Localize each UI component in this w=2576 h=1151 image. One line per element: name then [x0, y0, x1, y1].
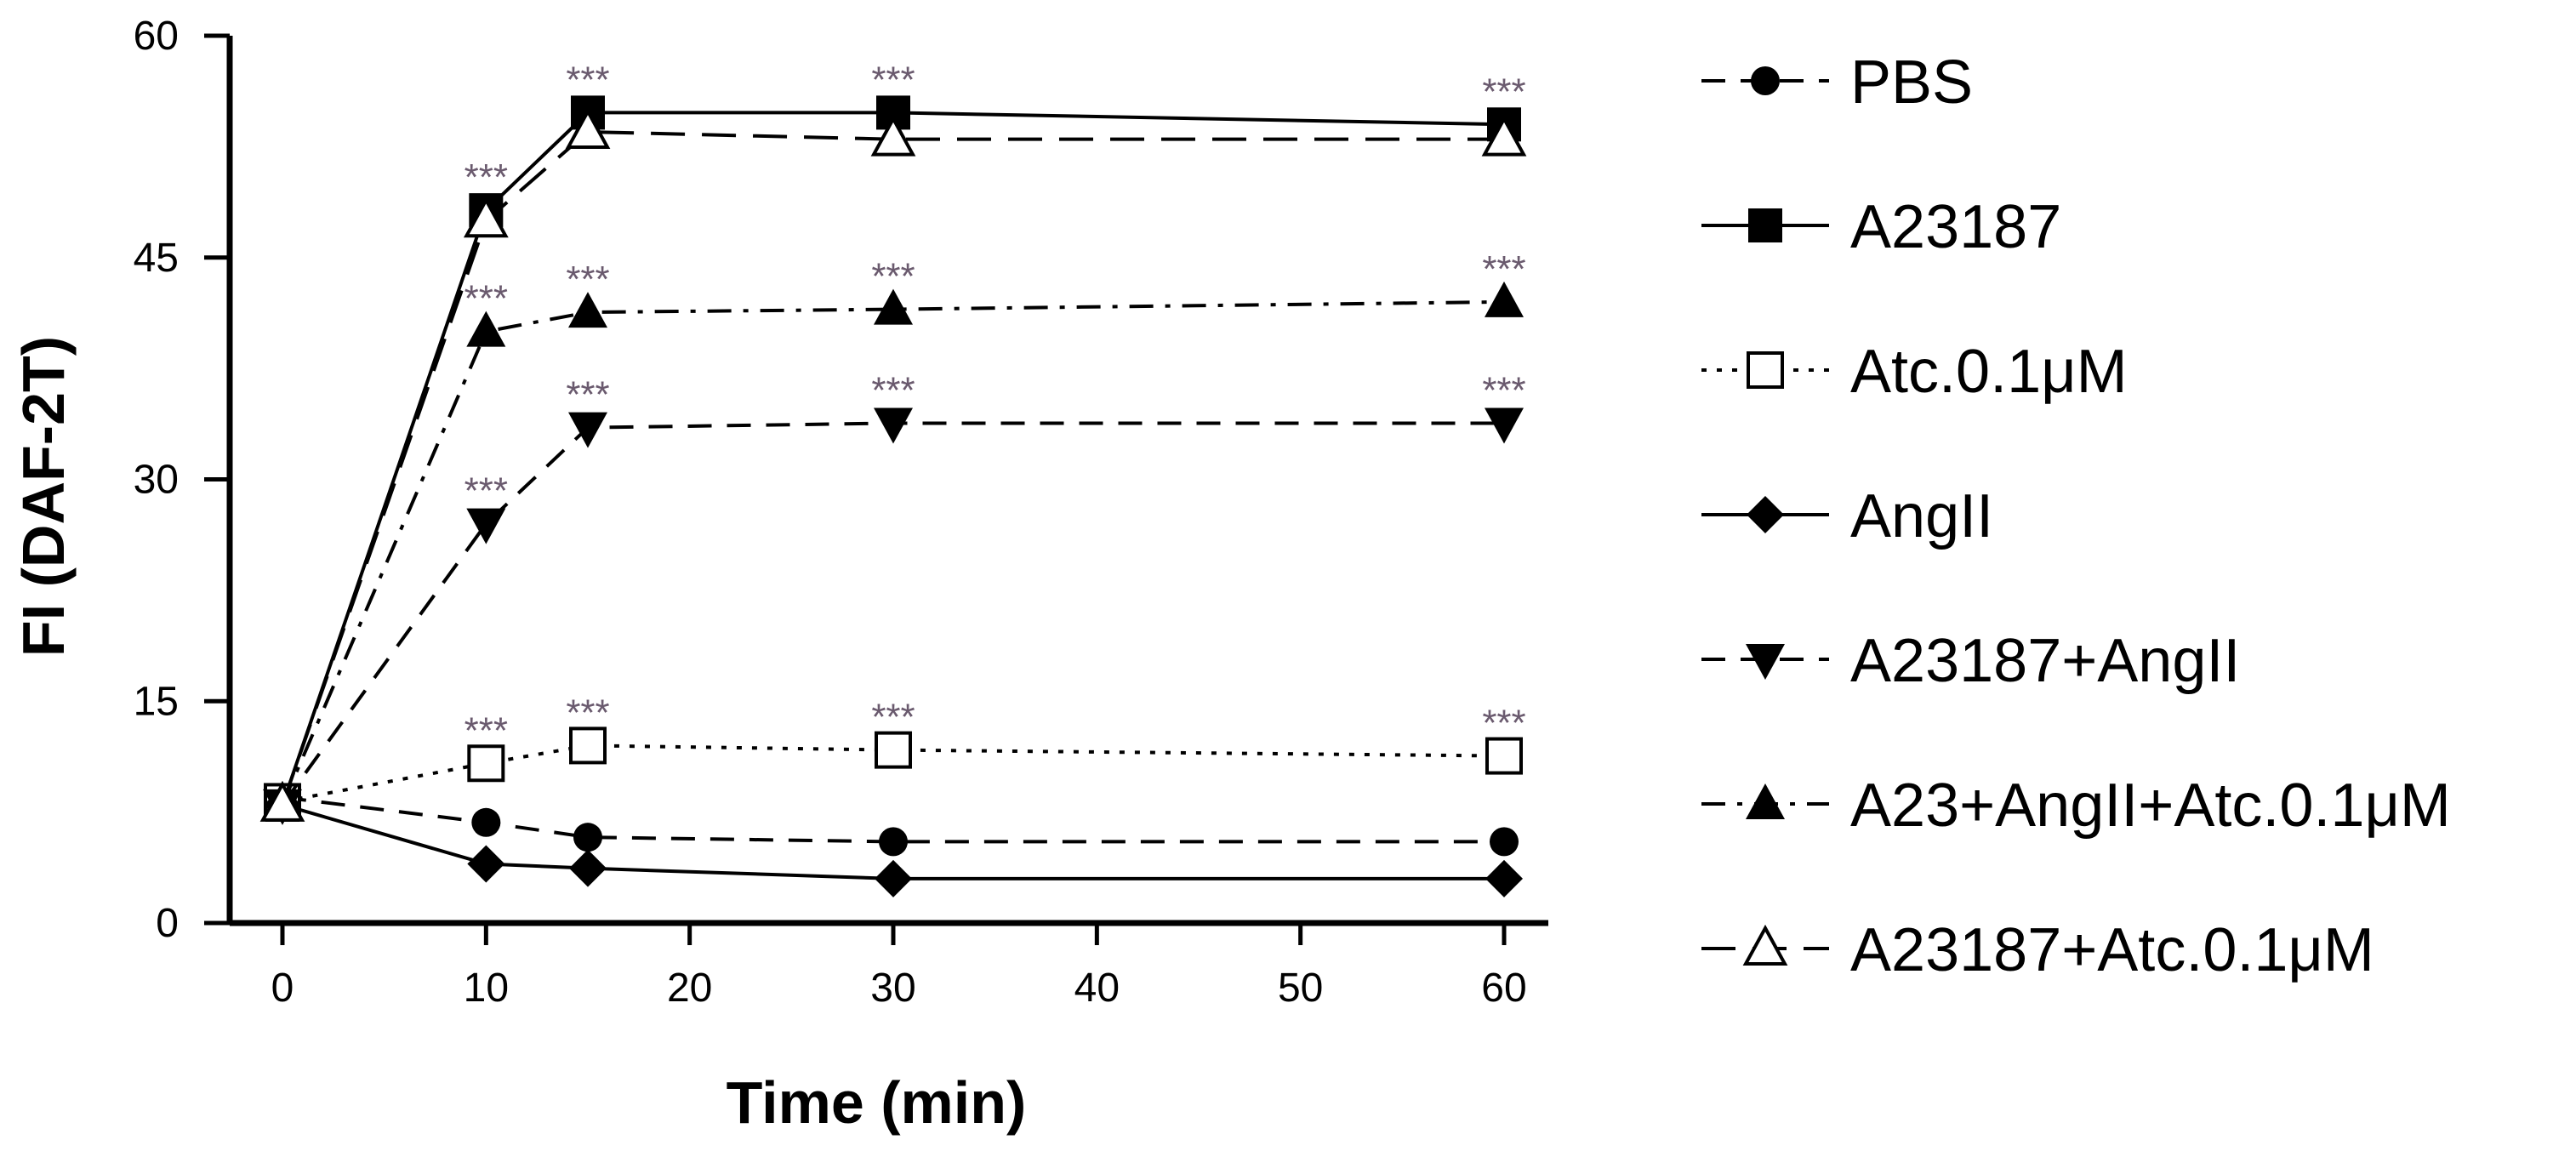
x-tick-label: 20 — [667, 966, 712, 1011]
x-tick-label: 30 — [870, 966, 915, 1011]
significance-label: *** — [871, 59, 915, 100]
y-tick-label: 15 — [134, 679, 179, 724]
x-tick-label: 10 — [464, 966, 509, 1011]
x-tick-label: 40 — [1074, 966, 1120, 1011]
data-point — [471, 807, 501, 837]
significance-label: *** — [464, 709, 508, 751]
x-tick-label: 60 — [1481, 966, 1526, 1011]
series-line — [282, 795, 1504, 844]
triangle-marker — [1746, 783, 1785, 819]
data-point — [1485, 859, 1523, 897]
data-point — [569, 849, 607, 887]
data-point — [870, 115, 916, 157]
legend-item: A23+AngII+Atc.0.1μM — [1701, 772, 2451, 840]
data-point — [879, 827, 908, 857]
series-Atc.0.1μM — [264, 726, 1523, 821]
legend-label: Atc.0.1μM — [1850, 338, 2128, 406]
x-tick-label: 50 — [1278, 966, 1323, 1011]
series-PBS — [268, 783, 1519, 857]
data-point — [875, 731, 912, 769]
data-point — [467, 845, 505, 883]
y-tick-label: 60 — [134, 14, 179, 59]
data-point — [874, 407, 913, 444]
diamond-marker — [1747, 496, 1784, 533]
significance-label: *** — [871, 256, 915, 298]
data-point — [874, 288, 913, 325]
data-point — [568, 292, 607, 328]
significance-label: *** — [464, 278, 508, 320]
data-point — [463, 197, 509, 238]
data-point — [1485, 737, 1523, 775]
significance-label: *** — [1482, 248, 1525, 290]
series-A23187+AngII — [263, 407, 1524, 825]
square-marker — [1748, 208, 1782, 242]
legend-label: PBS — [1850, 48, 1973, 117]
x-tick-label: 0 — [271, 966, 294, 1011]
data-point — [259, 780, 305, 822]
significance-label: *** — [566, 692, 609, 733]
legend: PBS A23187 Atc.0.1μM AngII A23187+AngII A23+A… — [1701, 48, 2451, 984]
data-point — [466, 311, 506, 347]
data-point — [565, 107, 611, 149]
series-line — [281, 129, 1504, 806]
legend-label: A23187+AngII — [1850, 627, 2240, 695]
data-point — [466, 508, 506, 544]
data-point — [568, 412, 607, 448]
data-point — [1485, 281, 1524, 317]
open-triangle-marker — [1742, 924, 1788, 966]
data-point — [569, 726, 607, 765]
significance-label: *** — [464, 157, 508, 198]
legend-label: A23+AngII+Atc.0.1μM — [1850, 772, 2451, 840]
x-axis-title: Time (min) — [727, 1069, 1027, 1136]
significance-label: *** — [871, 697, 915, 738]
legend-item: Atc.0.1μM — [1701, 338, 2128, 406]
significance-label: *** — [566, 59, 609, 100]
open-square-marker — [1747, 351, 1784, 389]
data-point — [875, 859, 912, 897]
significance-label: *** — [464, 470, 508, 512]
significance-label: *** — [1482, 703, 1525, 744]
series-A23187+Atc.0.1μM — [259, 107, 1527, 822]
y-tick-label: 45 — [134, 236, 179, 281]
triangle-down-marker — [1746, 644, 1785, 680]
legend-item: A23187+AngII — [1701, 627, 2240, 695]
data-point — [1490, 827, 1519, 857]
significance-label: *** — [1482, 369, 1525, 411]
significance-label: *** — [871, 369, 915, 411]
legend-item: PBS — [1701, 48, 1973, 117]
legend-label: AngII — [1850, 482, 1993, 550]
series-layer — [259, 95, 1527, 897]
axes: 0 10 20 30 40 50 60 0 15 30 45 60 — [134, 14, 1548, 1011]
legend-item: A23187 — [1701, 193, 2061, 261]
legend-item: AngII — [1701, 482, 1993, 550]
data-point — [467, 744, 505, 783]
circle-marker — [1751, 66, 1780, 95]
data-point — [1485, 407, 1524, 444]
legend-label: A23187 — [1850, 193, 2061, 261]
legend-item: A23187+Atc.0.1μM — [1701, 916, 2374, 984]
annotation-layer: *** *** *** *** *** *** *** *** *** *** *** *** *** *… — [464, 59, 1526, 751]
data-point — [573, 823, 602, 852]
y-axis-title: FI (DAF-2T) — [10, 336, 77, 657]
significance-label: *** — [566, 374, 609, 416]
data-point — [1481, 115, 1527, 157]
significance-label: *** — [1482, 71, 1525, 112]
significance-label: *** — [566, 259, 609, 300]
y-tick-label: 30 — [134, 458, 179, 503]
y-tick-label: 0 — [156, 901, 179, 946]
legend-label: A23187+Atc.0.1μM — [1850, 916, 2374, 984]
